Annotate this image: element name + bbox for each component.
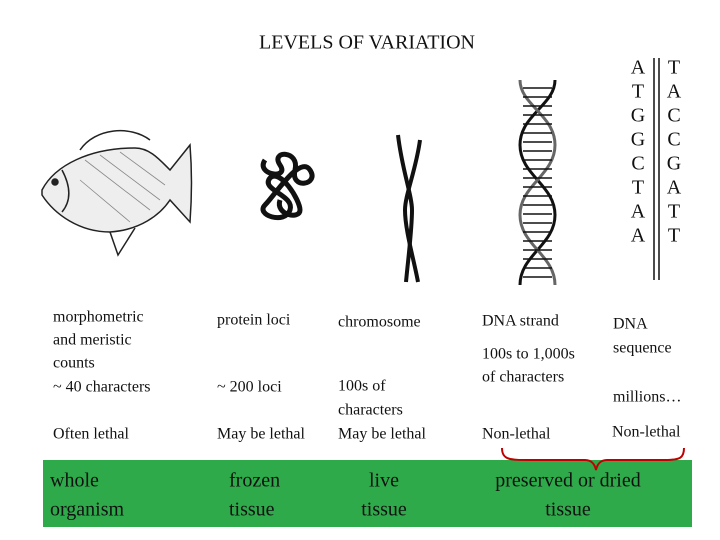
base-letter: A — [631, 201, 646, 223]
base-letter: A — [631, 225, 646, 247]
sample-text: tissue — [361, 499, 407, 521]
title: LEVELS OF VARIATION — [259, 32, 475, 54]
sample-text: preserved or dried — [495, 470, 641, 492]
dna-helix-illustration — [518, 79, 557, 286]
base-letter: C — [667, 129, 680, 151]
sample-text: whole — [50, 470, 99, 492]
count-text: 100s to 1,000s — [482, 346, 575, 363]
sample-text: tissue — [229, 499, 275, 521]
base-letter: T — [668, 57, 680, 79]
brace — [501, 447, 685, 471]
base-letter: G — [631, 105, 645, 127]
label-text: chromosome — [338, 314, 421, 331]
base-letter: A — [631, 57, 646, 79]
label-text: counts — [53, 355, 95, 372]
base-letter: T — [632, 81, 644, 103]
count-text: ~ 40 characters — [53, 379, 151, 396]
base-letter: C — [667, 105, 680, 127]
fish-illustration — [41, 129, 193, 257]
base-letter: A — [667, 81, 682, 103]
base-letter: A — [667, 177, 682, 199]
label-text: and meristic — [53, 332, 132, 349]
chromosome-illustration — [396, 134, 422, 283]
count-text: characters — [338, 402, 403, 419]
base-letter: T — [668, 225, 680, 247]
count-text: 100s of — [338, 378, 386, 395]
lethality-text: Often lethal — [53, 426, 130, 443]
count-text: ~ 200 loci — [217, 379, 282, 396]
base-letter: C — [631, 153, 644, 175]
sample-band — [43, 460, 692, 527]
base-letter: G — [667, 153, 681, 175]
base-letter: T — [632, 177, 644, 199]
lethality-text: May be lethal — [338, 426, 427, 443]
count-text: of characters — [482, 369, 564, 386]
base-letter: T — [668, 201, 680, 223]
sample-text: frozen — [229, 470, 280, 492]
label-text: morphometric — [53, 309, 144, 326]
sample-text: live — [369, 470, 399, 492]
protein-illustration — [260, 151, 315, 221]
label-text: protein loci — [217, 312, 291, 329]
count-text: millions… — [613, 389, 681, 406]
label-text: sequence — [613, 340, 672, 357]
label-text: DNA — [613, 316, 648, 333]
lethality-text: Non-lethal — [482, 426, 551, 443]
lethality-text: Non-lethal — [612, 424, 681, 441]
sample-text: organism — [50, 499, 125, 521]
lethality-text: May be lethal — [217, 426, 306, 443]
label-text: DNA strand — [482, 313, 559, 330]
base-letter: G — [631, 129, 645, 151]
sample-text: tissue — [545, 499, 591, 521]
